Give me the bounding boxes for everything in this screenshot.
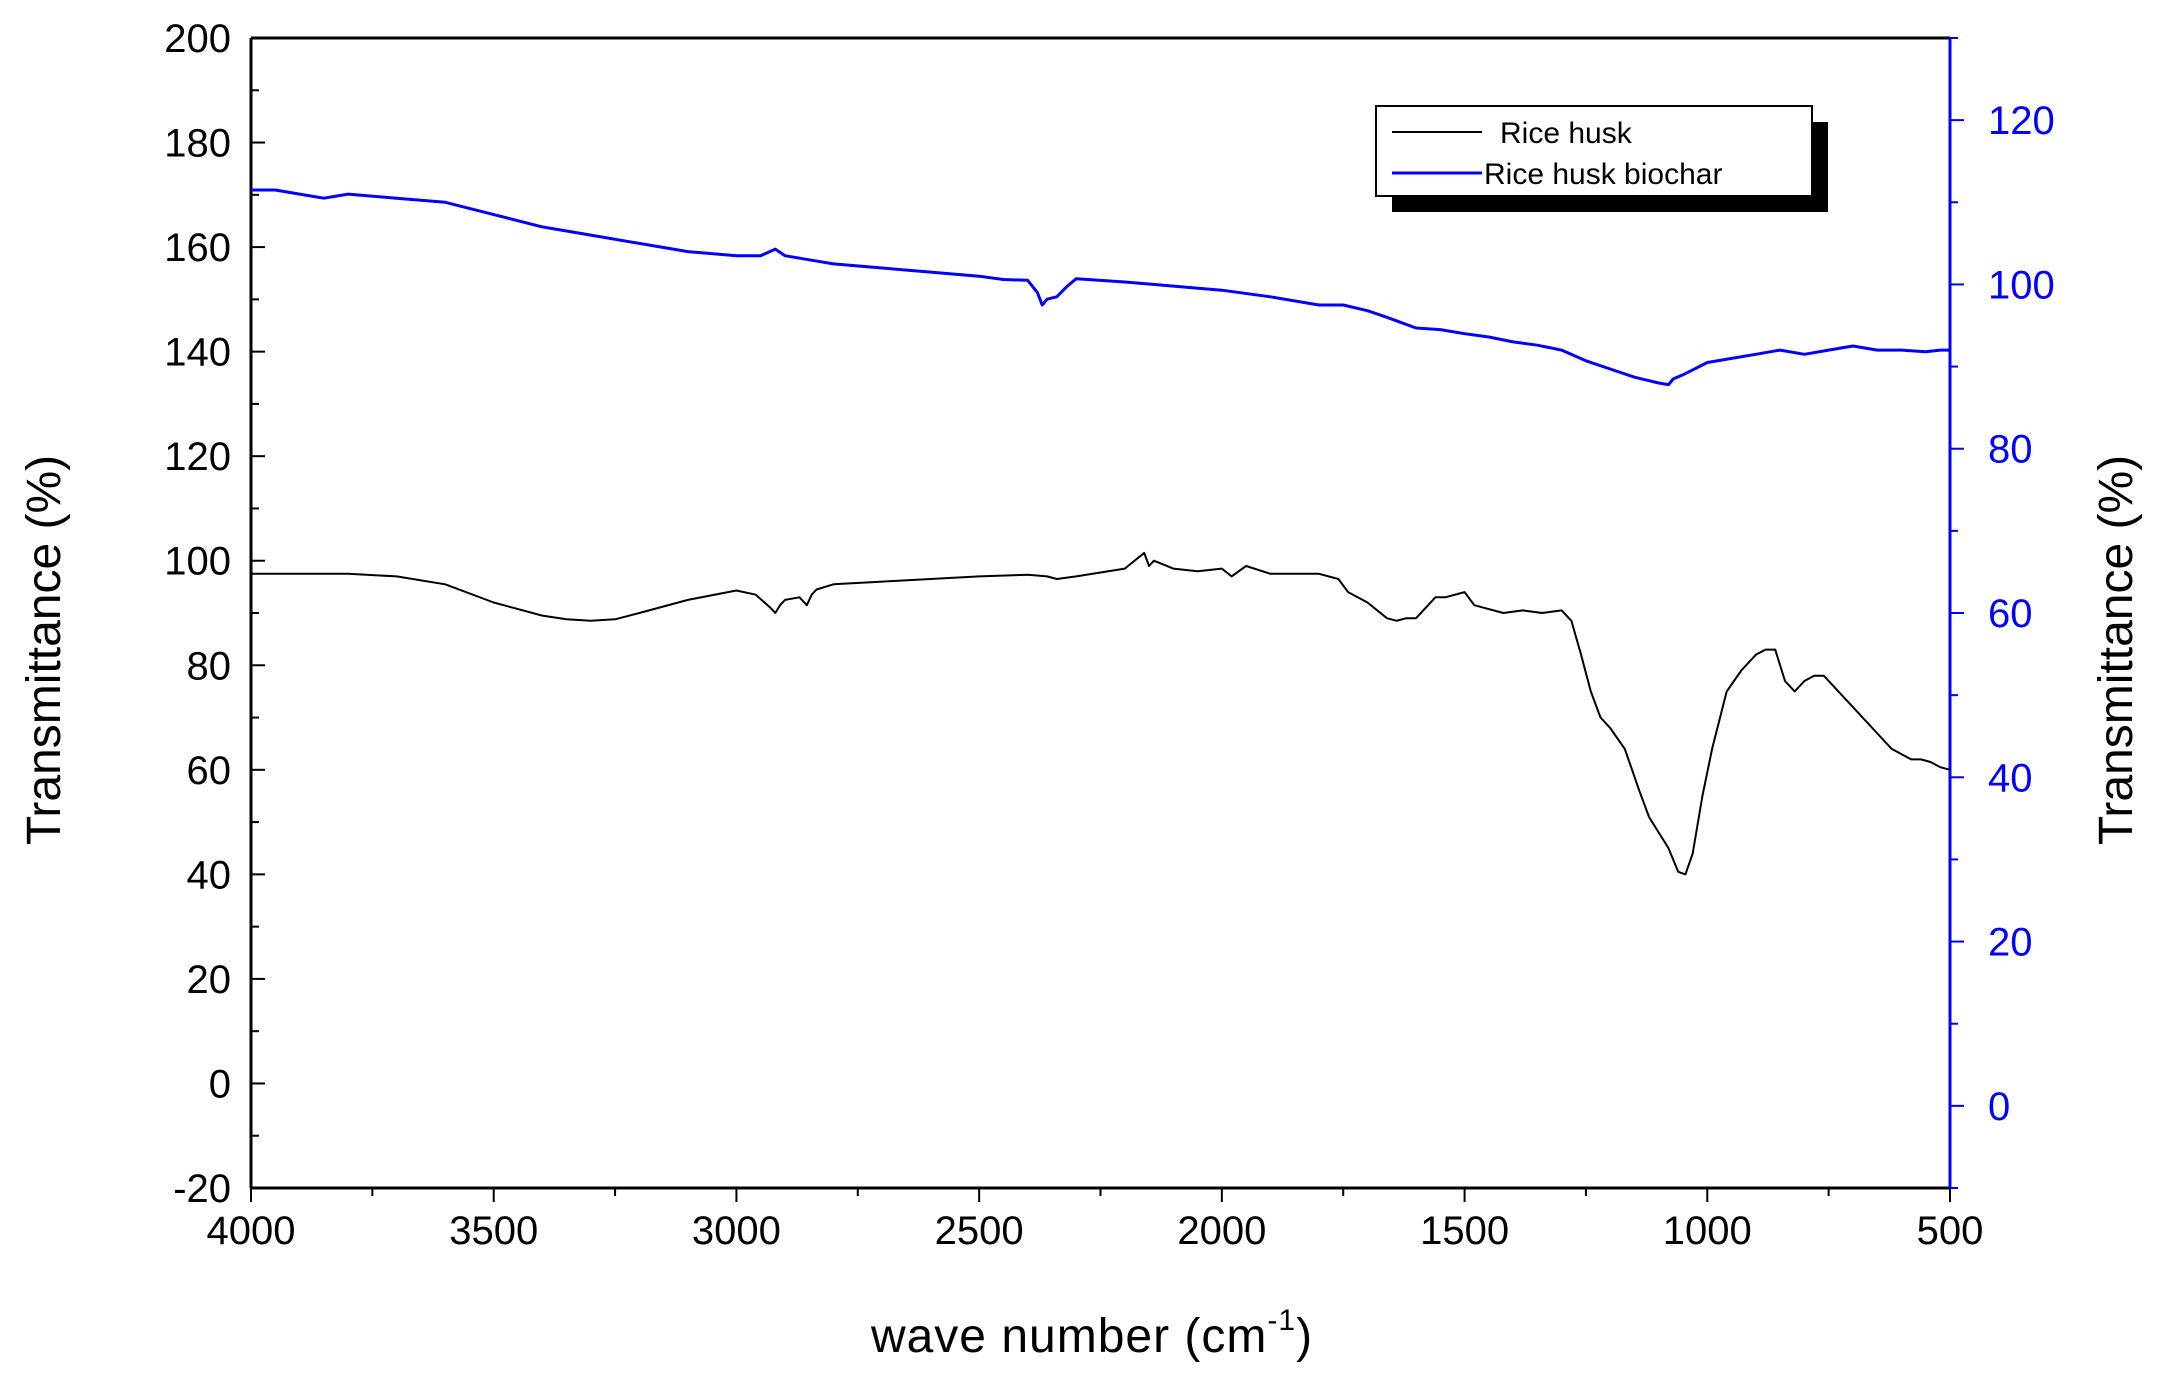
- series-line-rice-husk-biochar: [251, 188, 1950, 387]
- x-tick-label: 1000: [1663, 1209, 1752, 1253]
- left-tick-label: 180: [164, 122, 231, 166]
- left-tick-label: 200: [164, 17, 231, 61]
- x-tick-label: 4000: [207, 1209, 296, 1253]
- x-tick-label: 3500: [449, 1209, 538, 1253]
- right-tick-label: 0: [1988, 1085, 2010, 1129]
- right-tick-label: 60: [1988, 592, 2033, 636]
- legend-box: [1375, 105, 1813, 197]
- left-tick-label: 20: [187, 958, 232, 1002]
- right-tick-label: 80: [1988, 428, 2033, 472]
- x-axis-title-superscript: -1: [1267, 1304, 1296, 1337]
- right-tick-label: 120: [1988, 99, 2055, 143]
- y-axis-title-left: Transmittance (%): [18, 455, 71, 845]
- left-tick-label: 80: [187, 644, 232, 688]
- left-tick-label: 100: [164, 540, 231, 584]
- x-axis-title-main: wave number (cm: [870, 1310, 1267, 1363]
- right-tick-label: 20: [1988, 921, 2033, 965]
- x-axis-ticks: 4000 3500 3000 2500 2000 1500 1000 500: [207, 1188, 1984, 1253]
- left-tick-label: 60: [187, 749, 232, 793]
- series-layer: [251, 188, 1951, 876]
- x-axis-title-close: ): [1296, 1310, 1313, 1363]
- left-tick-label: 160: [164, 226, 231, 270]
- right-tick-label: 40: [1988, 756, 2033, 800]
- legend: Rice husk Rice husk biochar: [1375, 105, 1828, 212]
- left-tick-label: -20: [173, 1167, 231, 1211]
- left-tick-label: 40: [187, 853, 232, 897]
- x-tick-label: 3000: [692, 1209, 781, 1253]
- y-axis-title-right: Transmittance (%): [2090, 455, 2143, 845]
- left-tick-label: 0: [209, 1062, 231, 1106]
- x-tick-label: 2500: [935, 1209, 1024, 1253]
- x-axis-title: wave number (cm-1): [870, 1304, 1313, 1363]
- legend-label-rice-husk: Rice husk: [1500, 117, 1633, 150]
- series-line-rice-husk: [251, 551, 1951, 876]
- legend-label-rice-husk-biochar: Rice husk biochar: [1484, 158, 1722, 191]
- x-tick-label: 1500: [1420, 1209, 1509, 1253]
- left-tick-label: 140: [164, 331, 231, 375]
- x-tick-label: 500: [1917, 1209, 1984, 1253]
- right-axis-ticks: 120 100 80 60 40 20 0: [1950, 37, 2055, 1189]
- x-tick-label: 2000: [1177, 1209, 1266, 1253]
- left-tick-label: 120: [164, 435, 231, 479]
- right-tick-label: 100: [1988, 263, 2055, 307]
